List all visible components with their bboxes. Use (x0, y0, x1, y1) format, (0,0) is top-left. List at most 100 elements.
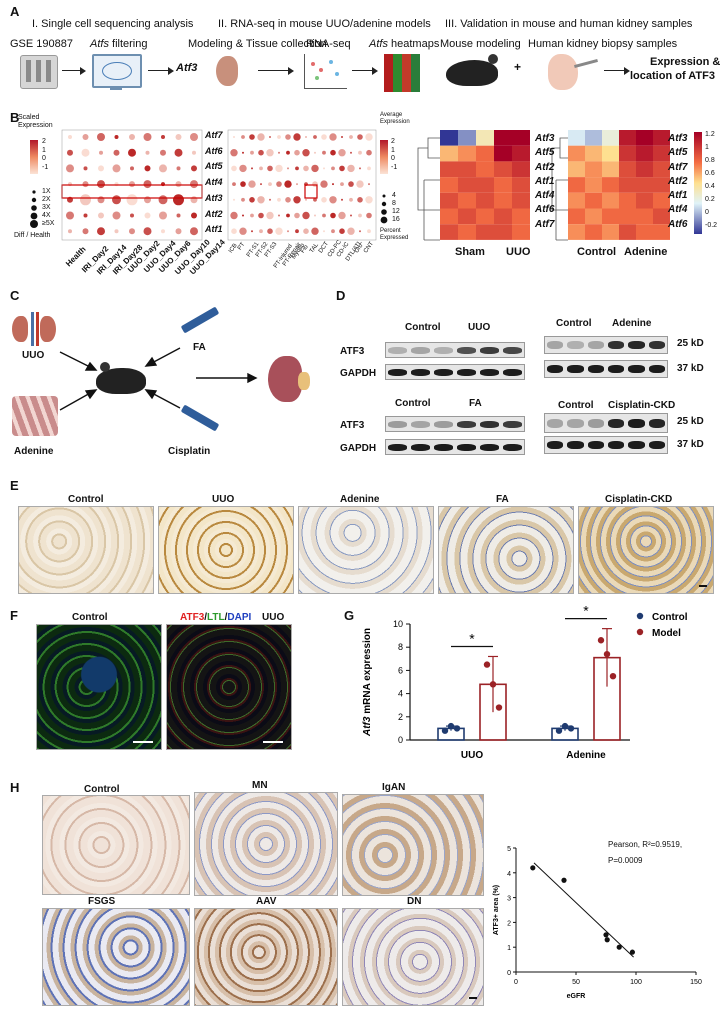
legend-marker (636, 628, 644, 636)
heat-cell (458, 208, 476, 225)
gene-label: Atf7 (535, 218, 555, 230)
kd37-label-1: 37 kD (677, 363, 704, 374)
blot-band (411, 420, 430, 428)
dot (278, 151, 280, 154)
heat-cell (458, 161, 476, 178)
data-point (597, 637, 605, 644)
dot (128, 148, 136, 157)
scaled-colorbar (30, 140, 38, 174)
plus-sign: + (514, 60, 522, 74)
y-tick-label: 10 (393, 619, 403, 629)
atf3-cell-highlight-box (304, 184, 318, 199)
legend-label: Model (652, 628, 681, 639)
biopsy-icon (548, 54, 578, 90)
blot-band (503, 368, 522, 376)
heat-cell (619, 177, 636, 193)
blot-band (503, 443, 522, 451)
dot (258, 212, 264, 219)
dot (339, 228, 345, 234)
heat-cell (602, 224, 619, 240)
blot-band (648, 418, 665, 428)
dot (250, 213, 254, 218)
dot (296, 183, 298, 186)
heatmap-thumb-icon (384, 54, 420, 92)
fa-label: FA (193, 342, 206, 353)
data-point (453, 725, 461, 732)
dot (190, 196, 198, 204)
heat-cell (568, 145, 585, 162)
heat-cell (585, 145, 602, 162)
heat-cell (476, 177, 494, 193)
dot (143, 133, 152, 141)
atf3-mrna-bar-chart: 0 2 4 6 8 10 Atf3 mRNA expression UUO * Adenine * C… (362, 606, 688, 761)
tick: 1 (42, 146, 46, 154)
data-point (483, 661, 491, 668)
blot-band (457, 368, 476, 376)
panel-label-d: D (336, 288, 346, 303)
heat-cell (512, 161, 530, 178)
heat-cell (494, 224, 512, 240)
dot (329, 133, 337, 141)
dot (305, 136, 307, 138)
y-axis-label: ATF3+ area (%) (493, 885, 500, 935)
heat-cell (602, 192, 619, 209)
blot-band (480, 420, 499, 428)
heat-cell (476, 161, 494, 178)
human-title-mn: MN (252, 780, 268, 791)
avg-ticks: 2 1 0 -1 (391, 138, 397, 172)
heat-cell (440, 192, 458, 209)
dot (339, 165, 345, 172)
dot (230, 149, 238, 157)
dot (129, 181, 135, 188)
data-point (603, 932, 609, 938)
kd37-label-2: 37 kD (677, 439, 704, 450)
heatmap2-group-adenine: Adenine (624, 246, 668, 258)
scale-bar (133, 741, 153, 743)
panel-label-a: A (10, 4, 20, 19)
dot (159, 164, 167, 173)
adenine-pellets-icon (12, 396, 58, 436)
pct-label: 4 (392, 192, 396, 199)
human-ihc-mn (194, 792, 338, 896)
heat-cell (602, 130, 619, 146)
percent-expressed-label: Percent Expressed (380, 228, 409, 241)
dot (176, 213, 181, 218)
filtering-word: filtering (112, 38, 148, 50)
dot (66, 211, 74, 220)
blot-band (388, 443, 407, 451)
dot (239, 227, 247, 235)
blot3-control: Control (395, 398, 431, 409)
x-tick-label: 50 (572, 979, 580, 986)
dot (366, 212, 372, 219)
blot-band (648, 365, 665, 373)
dot (241, 135, 245, 139)
pearson-stat: Pearson, R²=0.9519, (608, 840, 683, 849)
y-tick-label: 5 (507, 846, 511, 853)
heat-cell (653, 145, 670, 162)
mouse-icon (446, 60, 498, 86)
dot (260, 183, 262, 186)
dot (192, 150, 196, 155)
heat-cell (512, 208, 530, 225)
atfs-filtering-label: Atfs filtering (90, 38, 147, 50)
sequencer-icon (20, 55, 58, 89)
x-category-label: UUO (461, 750, 483, 761)
blot-adenine-atf3 (544, 336, 668, 354)
heat-cell (619, 145, 636, 162)
dot (322, 150, 326, 155)
blot-band (648, 341, 665, 349)
heatmap-colorbar-ticks: 1.2 1 0.8 0.6 0.4 0.2 0 -0.2 (705, 128, 717, 232)
dot (176, 166, 181, 171)
heatmaps-label: Atfs heatmaps (369, 38, 439, 50)
data-point (489, 681, 497, 688)
dot (267, 165, 273, 172)
blot-band (388, 368, 407, 376)
dot (314, 151, 316, 154)
dot (98, 165, 104, 172)
dot (321, 197, 327, 203)
heat-cell (568, 130, 585, 146)
dot (278, 214, 280, 217)
pct-label: 16 (392, 216, 400, 223)
dot (174, 148, 183, 157)
heat-cell (636, 177, 653, 193)
